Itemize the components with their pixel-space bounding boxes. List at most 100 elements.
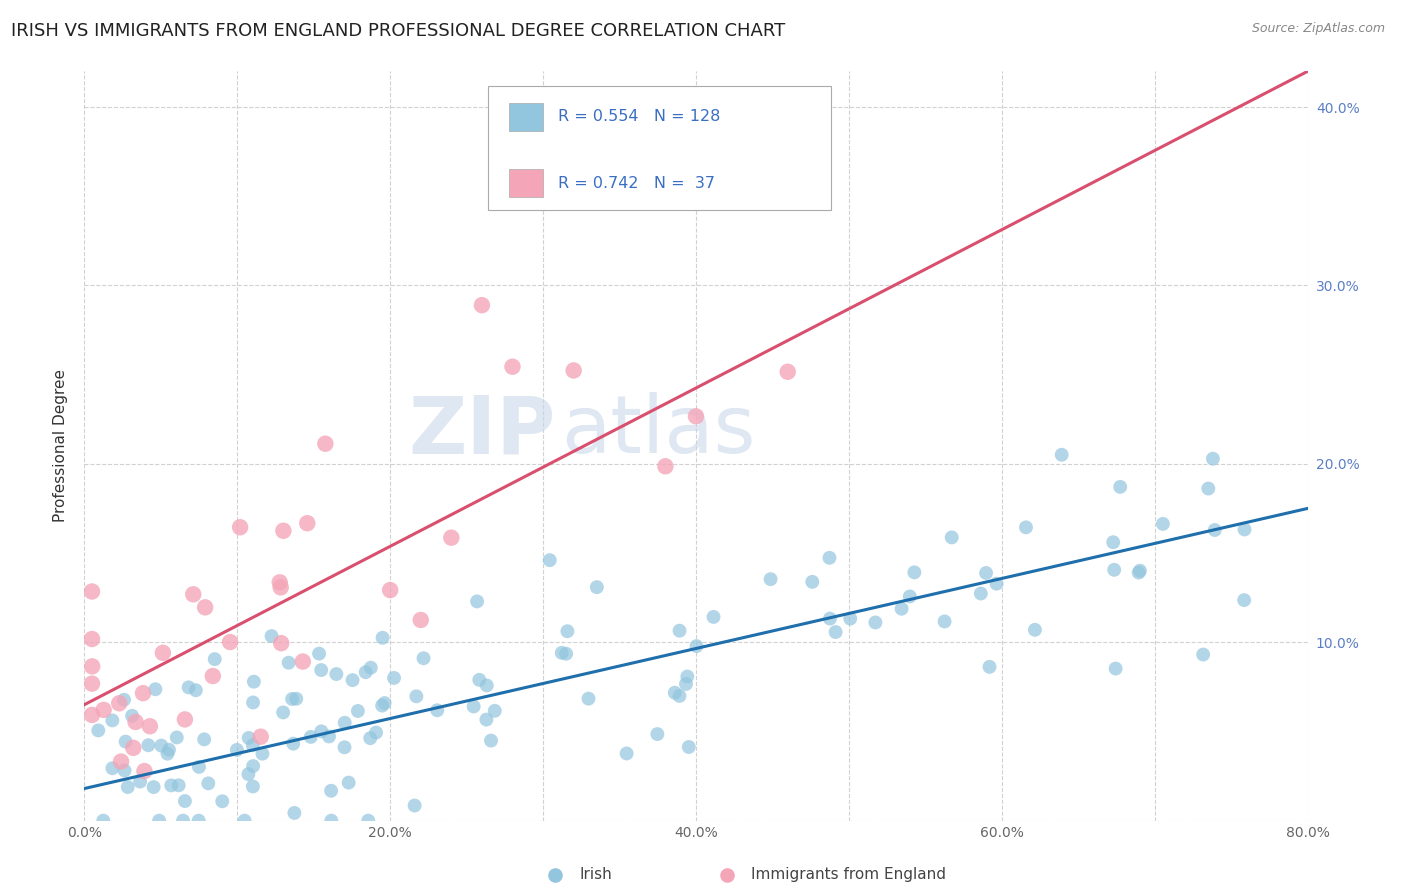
Point — [238, 731, 260, 745]
Point — [1104, 662, 1126, 676]
Point — [342, 673, 364, 687]
Point — [166, 731, 188, 745]
Point — [309, 663, 332, 677]
Point — [204, 652, 226, 666]
Point — [219, 635, 242, 649]
Point — [1102, 535, 1125, 549]
Point — [468, 673, 491, 687]
Point — [479, 733, 502, 747]
Point — [586, 580, 609, 594]
Point — [374, 696, 396, 710]
Point — [759, 572, 782, 586]
Point — [252, 747, 274, 761]
Point — [157, 743, 180, 757]
Point — [1197, 482, 1219, 496]
Point — [1204, 523, 1226, 537]
Point — [152, 646, 174, 660]
Point — [243, 674, 266, 689]
Point — [970, 586, 993, 600]
Point — [184, 683, 207, 698]
Point — [1202, 451, 1225, 466]
Point — [299, 730, 322, 744]
Point — [122, 740, 145, 755]
Point — [668, 689, 690, 703]
Point — [80, 632, 103, 646]
Point — [188, 760, 211, 774]
Point — [337, 775, 360, 789]
Point — [380, 583, 402, 598]
Point — [333, 715, 356, 730]
Point — [271, 706, 294, 720]
Point — [654, 459, 676, 474]
Point — [314, 436, 336, 450]
Point — [360, 661, 382, 675]
Point — [101, 714, 124, 728]
Point — [1128, 566, 1150, 580]
Point — [108, 696, 131, 710]
Point — [562, 363, 585, 377]
Point — [484, 704, 506, 718]
Point — [269, 575, 291, 590]
Point — [134, 764, 156, 778]
Point — [979, 660, 1001, 674]
Point — [364, 725, 387, 739]
Point — [538, 553, 561, 567]
Point — [308, 647, 330, 661]
Point — [242, 738, 264, 752]
Text: Immigrants from England: Immigrants from England — [751, 867, 946, 882]
Point — [136, 738, 159, 752]
Point — [167, 778, 190, 792]
Point — [197, 776, 219, 790]
Text: Irish: Irish — [579, 867, 613, 882]
Text: R = 0.742   N =  37: R = 0.742 N = 37 — [558, 176, 714, 191]
Point — [647, 727, 669, 741]
Point — [1024, 623, 1046, 637]
Point — [382, 671, 405, 685]
Point — [1233, 523, 1256, 537]
Point — [1102, 563, 1125, 577]
Point — [890, 601, 912, 615]
Point — [174, 794, 197, 808]
Point — [187, 814, 209, 828]
Point — [668, 624, 690, 638]
Point — [194, 600, 217, 615]
Point — [82, 659, 104, 673]
Text: R = 0.554   N = 128: R = 0.554 N = 128 — [558, 109, 720, 124]
Point — [211, 794, 233, 808]
Point — [91, 814, 114, 828]
Point — [285, 691, 308, 706]
Point — [986, 576, 1008, 591]
Point — [177, 681, 200, 695]
Point — [242, 696, 264, 710]
Point — [941, 530, 963, 544]
Point — [1050, 448, 1073, 462]
Point — [685, 639, 707, 653]
Point — [150, 739, 173, 753]
Point — [463, 699, 485, 714]
Point — [1129, 564, 1152, 578]
Point — [145, 682, 167, 697]
Point — [371, 698, 394, 713]
Point — [124, 714, 146, 729]
Point — [412, 651, 434, 665]
Bar — [509, 169, 543, 197]
Point — [1109, 480, 1132, 494]
Point — [311, 724, 333, 739]
Point — [898, 590, 921, 604]
Point — [242, 759, 264, 773]
Point — [114, 764, 136, 778]
Point — [249, 730, 271, 744]
Point — [80, 707, 103, 722]
Point — [676, 669, 699, 683]
Point — [93, 703, 115, 717]
Point — [318, 730, 340, 744]
Point — [117, 780, 139, 794]
Point — [101, 761, 124, 775]
Point — [465, 594, 488, 608]
Point — [865, 615, 887, 630]
Point — [270, 636, 292, 650]
Point — [238, 767, 260, 781]
Point — [818, 611, 841, 625]
Point — [172, 814, 194, 828]
Point — [578, 691, 600, 706]
